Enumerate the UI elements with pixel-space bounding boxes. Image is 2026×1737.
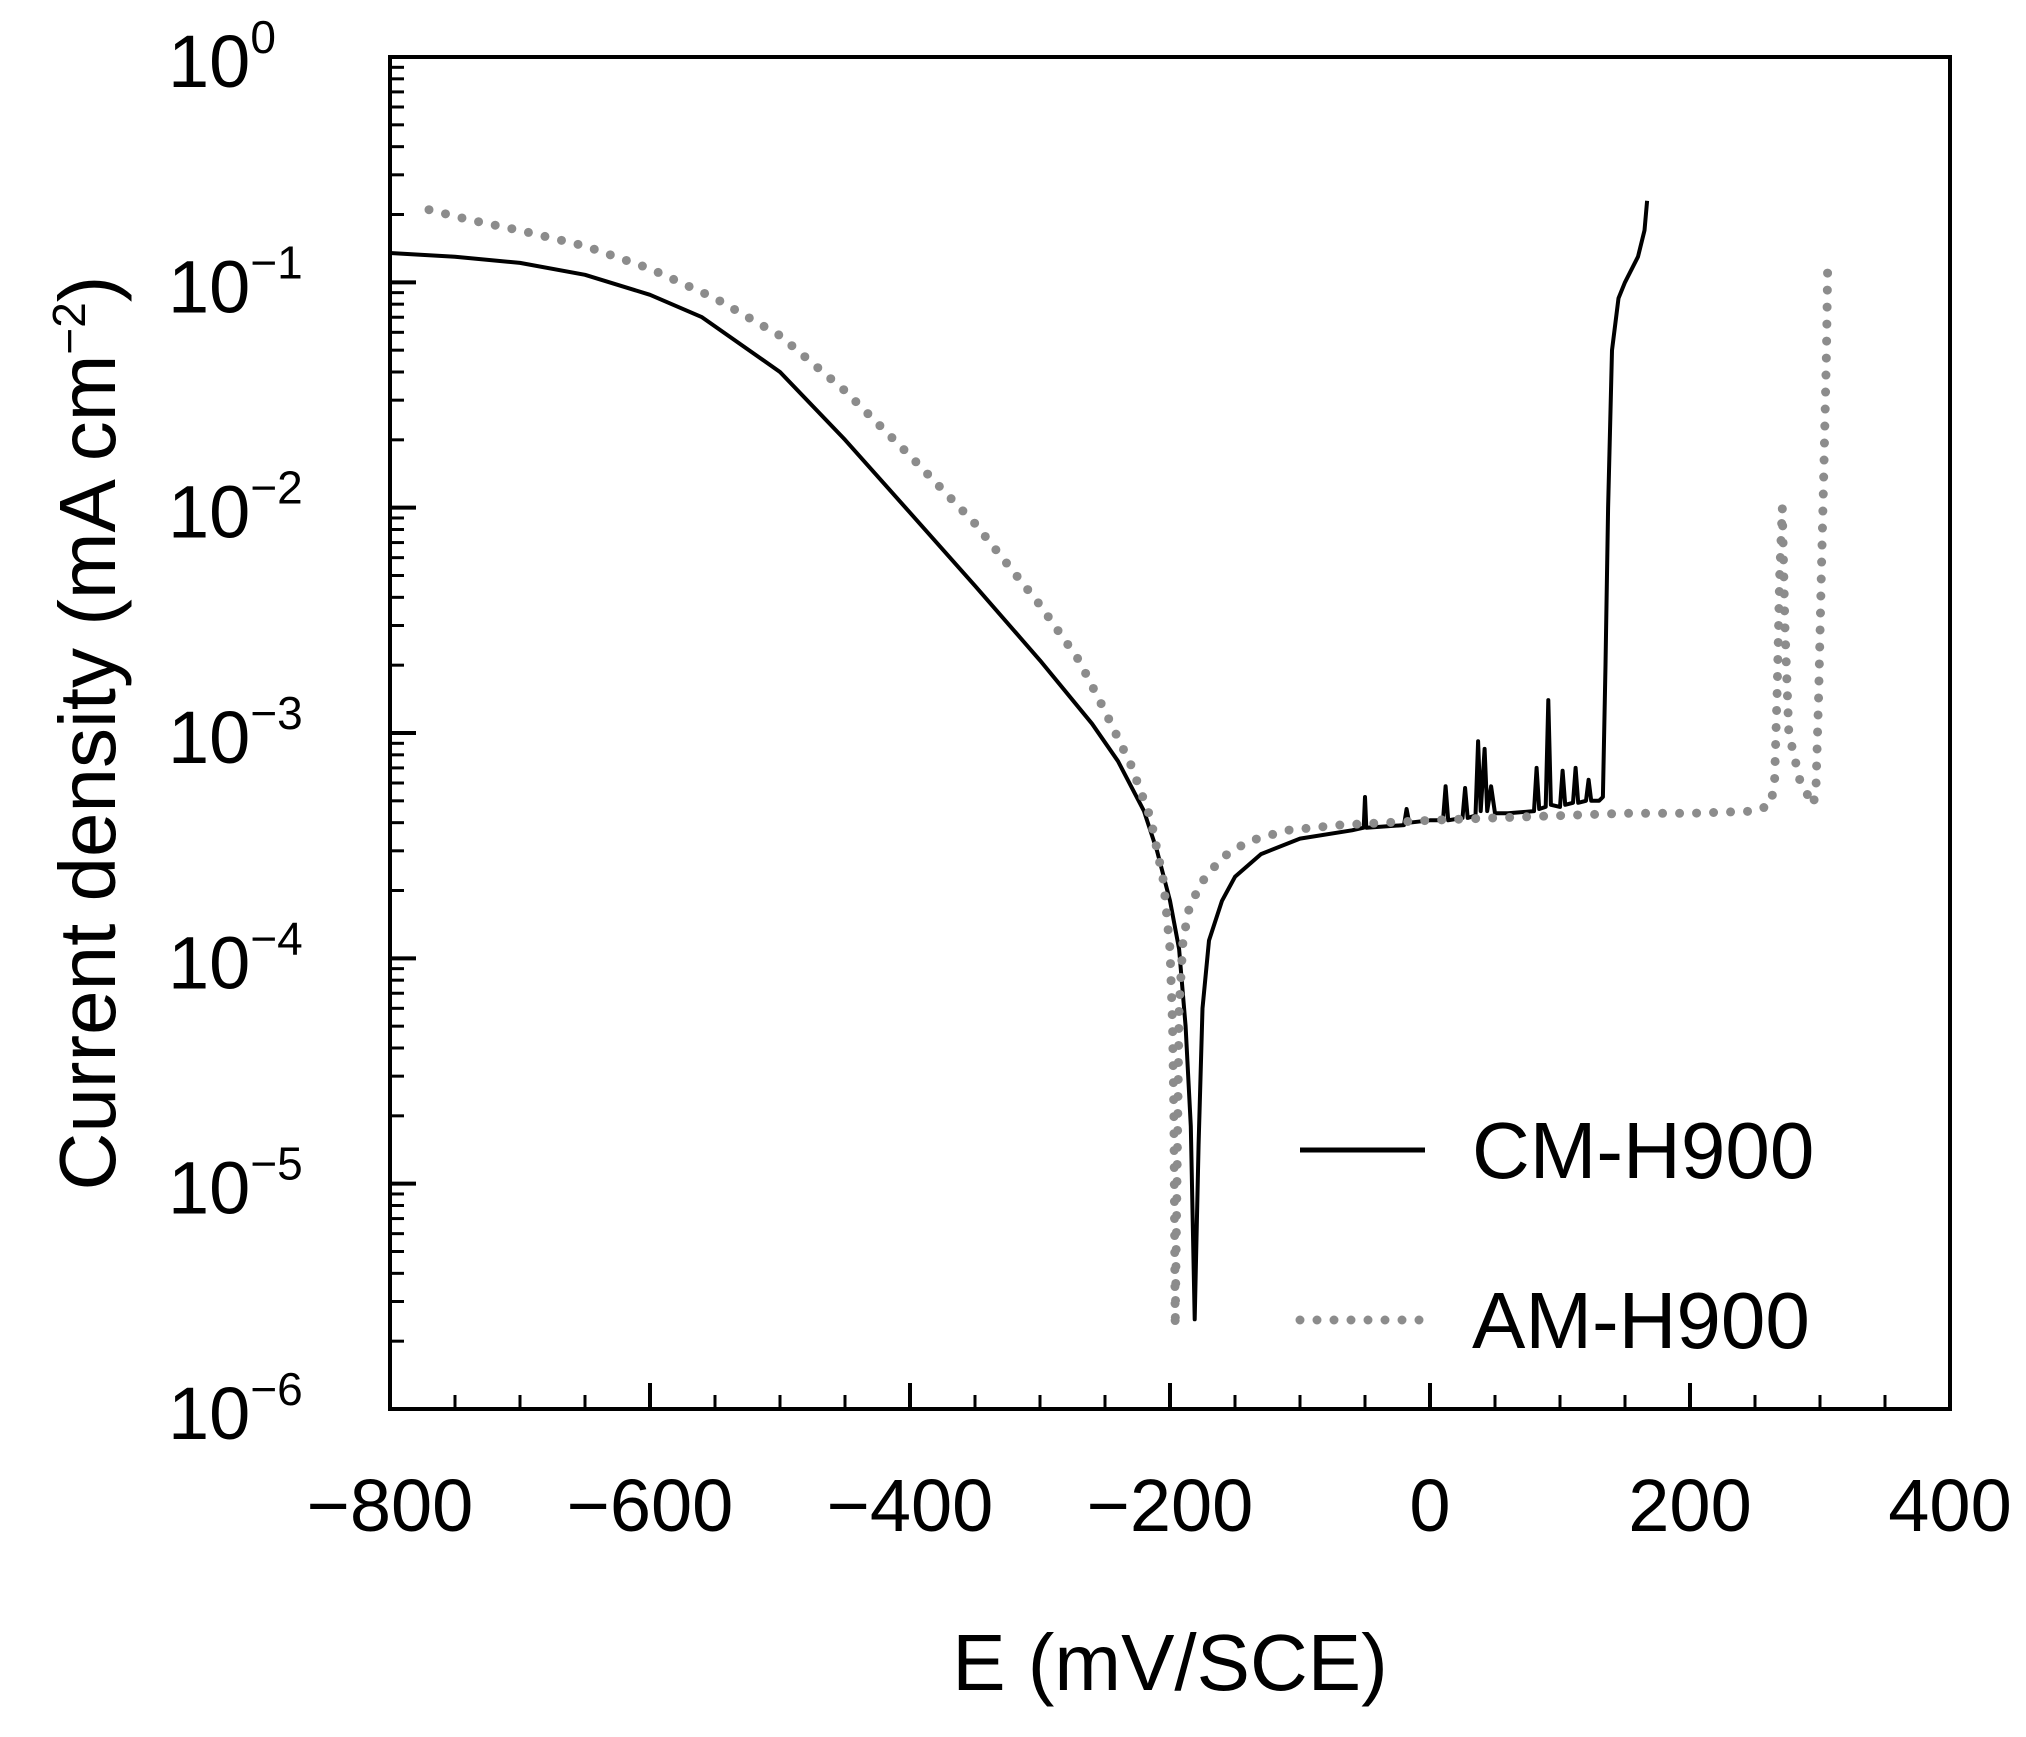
x-axis-title: E (mV/SCE): [952, 1618, 1388, 1707]
y-tick-base: 10: [168, 1372, 250, 1455]
y-tick-label: 10−4: [168, 912, 303, 1004]
legend-label-am-h900: AM-H900: [1472, 1276, 1810, 1365]
y-tick-exponent: −6: [250, 1363, 302, 1415]
y-axis-title-exponent: −2: [43, 302, 95, 354]
y-tick-base: 10: [168, 471, 250, 554]
y-tick-exponent: −3: [250, 687, 302, 739]
y-tick-exponent: −2: [250, 462, 302, 514]
series-line-cm-h900: [389, 200, 1650, 1322]
y-tick-base: 10: [168, 1147, 250, 1230]
x-tick-label: −800: [307, 1464, 474, 1547]
y-axis-title-main: Current density (mA cm: [43, 355, 132, 1191]
series-layer: [389, 200, 1833, 1332]
y-axis-title-suffix: ): [43, 276, 132, 303]
y-tick-label: 10−1: [168, 236, 303, 328]
y-tick-exponent: 0: [250, 11, 276, 63]
plot-frame: [388, 55, 1952, 1411]
x-tick-label: 200: [1628, 1464, 1751, 1547]
y-tick-base: 10: [168, 20, 250, 103]
x-tick-label: 400: [1888, 1464, 2011, 1547]
minor-ticks: [390, 65, 1887, 1409]
x-tick-label: −200: [1087, 1464, 1254, 1547]
y-tick-label: 100: [168, 11, 276, 103]
legend: CM-H900 AM-H900: [1295, 1106, 1814, 1365]
y-tick-exponent: −1: [250, 236, 302, 288]
y-tick-label: 10−5: [168, 1138, 303, 1230]
y-tick-base: 10: [168, 696, 250, 779]
series-line-am-h900: [424, 205, 1833, 1332]
x-tick-labels: −800 −600 −400 −200 0 200 400: [307, 1464, 2012, 1547]
y-tick-exponent: −5: [250, 1138, 302, 1190]
y-tick-base: 10: [168, 921, 250, 1004]
legend-label-cm-h900: CM-H900: [1472, 1106, 1814, 1195]
y-axis-title: Current density (mA cm−2): [43, 276, 132, 1191]
x-tick-label: −600: [567, 1464, 734, 1547]
y-tick-label: 10−3: [168, 687, 303, 779]
y-tick-exponent: −4: [250, 912, 302, 964]
y-tick-label: 10−6: [168, 1363, 303, 1455]
y-tick-base: 10: [168, 245, 250, 328]
x-tick-label: −400: [827, 1464, 994, 1547]
y-tick-label: 10−2: [168, 462, 303, 554]
x-tick-label: 0: [1409, 1464, 1450, 1547]
